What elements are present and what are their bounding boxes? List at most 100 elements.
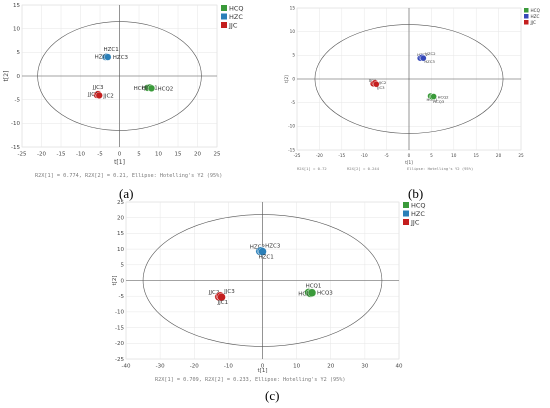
y-tick-label: 10 [117, 247, 124, 253]
point-label: JJC1 [87, 92, 99, 98]
x-tick-label: 15 [474, 153, 480, 158]
chart-panel-c: -40 -30 -20 -10 0 10 20 30 40 -25 -20 -15 -10 -5 0 5 10 1… [110, 196, 440, 384]
x-tick-label: -40 [122, 364, 131, 370]
point-label: JJC1 [368, 78, 377, 83]
legend-swatch-hcq [221, 5, 227, 11]
data-point-hzc [258, 247, 267, 256]
y-tick-label: 15 [290, 5, 296, 10]
legend-label: HZC [229, 13, 243, 21]
score-plot-c: -40 -30 -20 -10 0 10 20 30 40 -25 -20 -15 -10 -5 0 5 10 1… [112, 200, 426, 383]
data-point-jjc [95, 91, 103, 100]
x-tick-label: -30 [156, 364, 165, 370]
chart-panel-a: -25 -20 -15 -10 -5 0 5 10 15 20 25 -15 -10 -5 0 5 10 15 t[… [0, 0, 260, 190]
footer-ellipse: Ellipse: Hotelling's Y2 (95%) [407, 166, 473, 171]
y-tick-label: -15 [11, 145, 20, 151]
y-tick-label: -15 [288, 147, 295, 152]
y-tick-label: -5 [15, 98, 21, 104]
point-label: HCQ2 [438, 95, 449, 100]
x-tick-label: 30 [361, 364, 368, 370]
legend-label: HCQ [531, 8, 541, 13]
x-tick-label: -15 [57, 152, 66, 158]
point-label: JJC3 [376, 85, 385, 90]
y-axis-label: t[2] [284, 75, 289, 83]
point-label: JJC2 [378, 80, 387, 85]
x-tick-label: 40 [396, 364, 403, 370]
hotelling-ellipse [314, 24, 504, 134]
y-tick-label: 5 [17, 50, 21, 56]
chart-panel-b: -25 -20 -15 -10 -5 0 5 10 15 20 25 -15 -10 -5 0 5 10 15 t[… [283, 0, 550, 190]
point-label: HZC2 [95, 55, 110, 61]
x-tick-label: 0 [118, 152, 122, 158]
x-tick-label: -20 [37, 152, 46, 158]
y-tick-label: 15 [117, 231, 124, 237]
point-label: HZC3 [113, 55, 129, 61]
caption-b: (b) [408, 186, 424, 201]
x-tick-label: 25 [214, 152, 221, 158]
y-tick-label: 0 [17, 74, 21, 80]
point-label: HZC2 [250, 244, 265, 250]
point-label: JJC1 [217, 300, 229, 306]
data-point-hzc [420, 54, 427, 62]
data-point-hcq [147, 84, 156, 92]
y-tick-label: 0 [292, 76, 295, 81]
y-tick-label: 15 [13, 3, 20, 9]
legend-swatch-hcq [524, 8, 529, 13]
legend-swatch-hzc [221, 13, 227, 20]
point-label: JJC2 [102, 93, 114, 99]
x-tick-label: 0 [261, 364, 265, 370]
x-tick-label: 10 [155, 152, 162, 158]
footer-statistics: R2X[1] = 0.709, R2X[2] = 0.233, Ellipse:… [155, 377, 346, 383]
x-axis-label: t[1] [258, 368, 268, 374]
x-axis-label: t[1] [114, 159, 125, 166]
point-label: HZC2 [425, 51, 436, 56]
point-label: JJC3 [92, 85, 104, 91]
y-tick-label: -10 [115, 310, 124, 316]
hotelling-ellipse [142, 214, 383, 347]
score-plot-b: -25 -20 -15 -10 -5 0 5 10 15 20 25 -15 -10 -5 0 5 10 15 t[… [284, 5, 541, 171]
footer-r2x1: R2X[1] = 0.72 [297, 166, 327, 171]
point-label: HZC1 [103, 47, 118, 53]
legend-label: HZC [531, 14, 540, 19]
data-point-jjc [217, 292, 226, 302]
x-tick-label: 5 [137, 152, 141, 158]
y-tick-label: 5 [121, 263, 125, 269]
legend-label: HCQ [229, 5, 244, 13]
x-tick-label: -5 [385, 153, 390, 158]
x-tick-label: -10 [224, 364, 233, 370]
y-tick-label: -5 [119, 294, 125, 300]
y-tick-label: -25 [115, 357, 124, 363]
point-label: HCQ2 [157, 86, 173, 92]
y-tick-label: -5 [291, 100, 296, 105]
x-tick-label: 20 [496, 153, 502, 158]
x-tick-label: -25 [294, 153, 301, 158]
y-tick-label: 20 [117, 216, 124, 222]
x-tick-label: 0 [408, 153, 411, 158]
y-axis-label: t[2] [112, 276, 118, 286]
score-plot-a: -25 -20 -15 -10 -5 0 5 10 15 20 25 -15 -10 -5 0 5 10 15 t[… [3, 3, 244, 179]
legend-label: HCQ [411, 202, 426, 210]
point-label: HCQ3 [134, 86, 150, 92]
point-label: JJC2 [208, 290, 220, 296]
legend-label: HZC [411, 210, 425, 218]
x-tick-label: 15 [175, 152, 182, 158]
legend-swatch-hzc [403, 210, 409, 217]
point-label: HZC3 [424, 59, 435, 64]
data-point-jjc [373, 81, 380, 88]
x-tick-label: 5 [430, 153, 433, 158]
y-tick-label: 0 [121, 278, 125, 284]
y-tick-label: 10 [13, 27, 20, 33]
x-tick-label: -10 [76, 152, 85, 158]
x-tick-label: -25 [18, 152, 27, 158]
y-tick-label: -10 [11, 121, 20, 127]
y-tick-label: 25 [117, 200, 124, 206]
legend-swatch-hcq [403, 202, 409, 208]
x-tick-label: -5 [97, 152, 103, 158]
x-tick-label: 10 [293, 364, 300, 370]
data-point-hzc [104, 53, 112, 61]
footer-r2x2: R2X[2] = 0.244 [347, 166, 380, 171]
x-axis-label: t[1] [405, 160, 413, 165]
y-axis-label: t[2] [3, 71, 10, 82]
legend-swatch-jjc [221, 22, 227, 28]
point-label: HCQ3 [433, 99, 444, 104]
y-tick-label: -15 [115, 325, 124, 331]
